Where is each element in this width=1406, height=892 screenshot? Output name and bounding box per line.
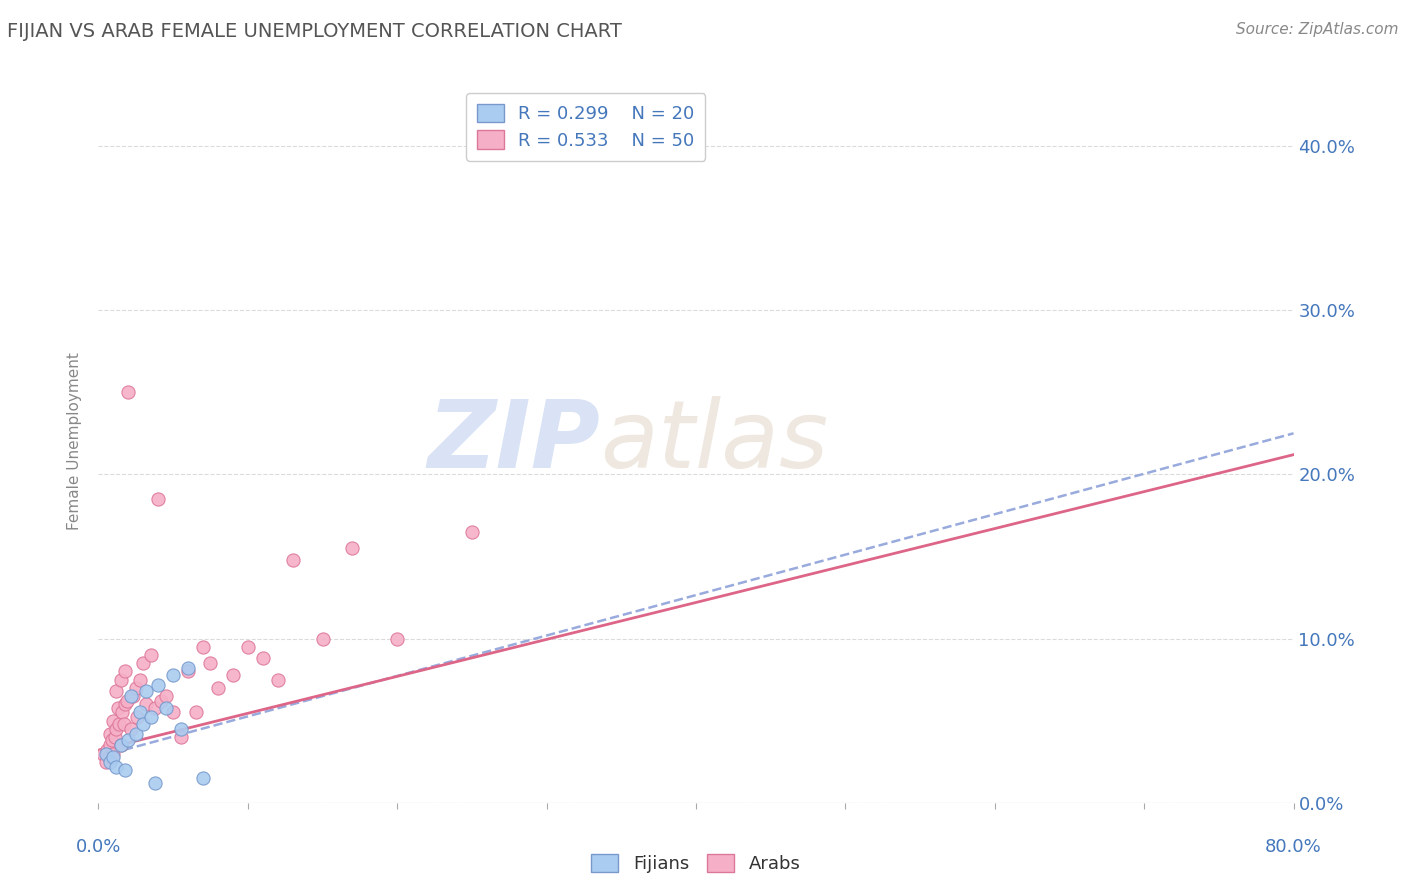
Point [311,632,333,646]
Point [129,673,152,687]
Point [461,524,484,539]
Point [267,673,290,687]
Point [104,730,127,744]
Point [127,710,149,724]
Point [105,760,128,774]
Point [111,706,134,720]
Point [155,700,177,714]
Point [132,717,155,731]
Point [125,681,148,695]
Point [177,665,200,679]
Point [148,677,170,691]
Point [281,553,304,567]
Point [97,749,120,764]
Point [115,694,138,708]
Point [169,722,191,736]
Point [114,698,136,712]
Point [162,706,184,720]
Point [129,706,152,720]
Point [91,747,114,761]
Point [148,491,170,506]
Point [143,776,166,790]
Point [103,714,125,728]
Text: ZIP: ZIP [427,395,600,488]
Point [105,722,128,736]
Y-axis label: Female Unemployment: Female Unemployment [67,352,83,531]
Legend: Fijians, Arabs: Fijians, Arabs [583,847,808,880]
Point [135,698,157,712]
Point [120,689,142,703]
Point [121,689,143,703]
Point [98,739,122,753]
Point [117,733,139,747]
Point [150,694,173,708]
Point [105,684,128,698]
Point [385,632,409,646]
Text: 80.0%: 80.0% [1265,838,1322,855]
Point [236,640,259,654]
Point [139,648,162,662]
Point [110,739,132,753]
Point [177,661,200,675]
Point [112,717,135,731]
Point [96,743,118,757]
Point [184,706,207,720]
Text: FIJIAN VS ARAB FEMALE UNEMPLOYMENT CORRELATION CHART: FIJIAN VS ARAB FEMALE UNEMPLOYMENT CORRE… [7,22,621,41]
Point [108,717,131,731]
Point [222,667,245,681]
Point [162,667,184,681]
Point [98,727,122,741]
Point [103,749,125,764]
Point [107,700,129,714]
Point [143,700,166,714]
Point [132,657,155,671]
Point [191,771,214,785]
Text: Source: ZipAtlas.com: Source: ZipAtlas.com [1236,22,1399,37]
Point [191,640,214,654]
Point [110,739,132,753]
Text: atlas: atlas [600,396,828,487]
Point [135,684,157,698]
Point [169,730,191,744]
Point [110,673,132,687]
Point [342,541,364,556]
Point [94,747,117,761]
Point [98,755,122,769]
Point [101,733,124,747]
Point [103,747,125,761]
Point [155,689,177,703]
Point [200,657,222,671]
Point [114,763,136,777]
Point [114,665,136,679]
Point [125,727,148,741]
Text: 0.0%: 0.0% [76,838,121,855]
Point [117,385,139,400]
Point [139,710,162,724]
Point [207,681,229,695]
Point [120,722,142,736]
Point [252,651,274,665]
Point [94,755,117,769]
